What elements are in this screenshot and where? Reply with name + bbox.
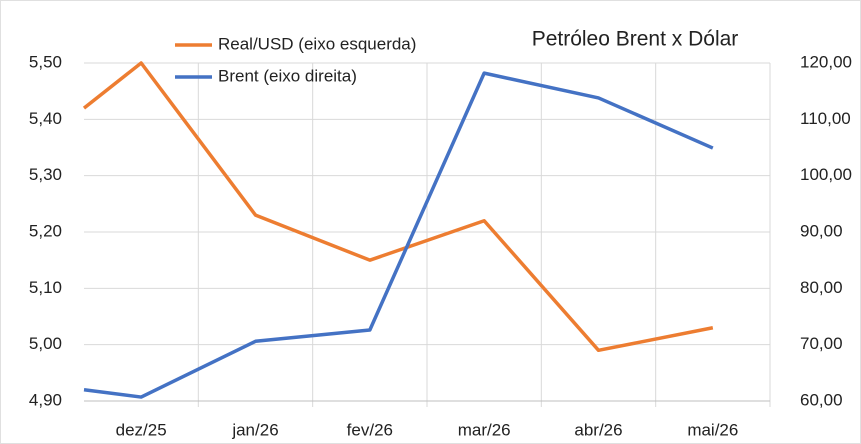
x-tick-label: dez/25 [116,420,167,439]
y2-tick-label: 100,00 [800,165,852,184]
y2-tick-label: 60,00 [800,390,843,409]
y2-tick-label: 90,00 [800,221,843,240]
x-tick-label: mai/26 [687,420,738,439]
y-tick-label: 5,10 [29,278,62,297]
y-tick-label: 5,50 [29,52,62,71]
y2-tick-label: 120,00 [800,52,852,71]
y-tick-label: 5,40 [29,109,62,128]
legend-label: Brent (eixo direita) [218,66,357,85]
x-tick-label: jan/26 [231,420,278,439]
x-tick-label: abr/26 [574,420,622,439]
y-tick-label: 4,90 [29,390,62,409]
y2-tick-label: 80,00 [800,278,843,297]
chart-title: Petróleo Brent x Dólar [532,28,739,51]
series-line [82,61,714,353]
series-line [83,71,714,399]
y2-tick-label: 70,00 [800,334,843,353]
x-tick-label: fev/26 [347,420,393,439]
y2-tick-label: 110,00 [800,109,851,128]
legend-label: Real/USD (eixo esquerda) [218,34,416,53]
y-tick-label: 5,00 [29,334,62,353]
x-tick-label: mar/26 [458,420,511,439]
y-tick-label: 5,20 [29,221,62,240]
y-tick-label: 5,30 [29,165,62,184]
